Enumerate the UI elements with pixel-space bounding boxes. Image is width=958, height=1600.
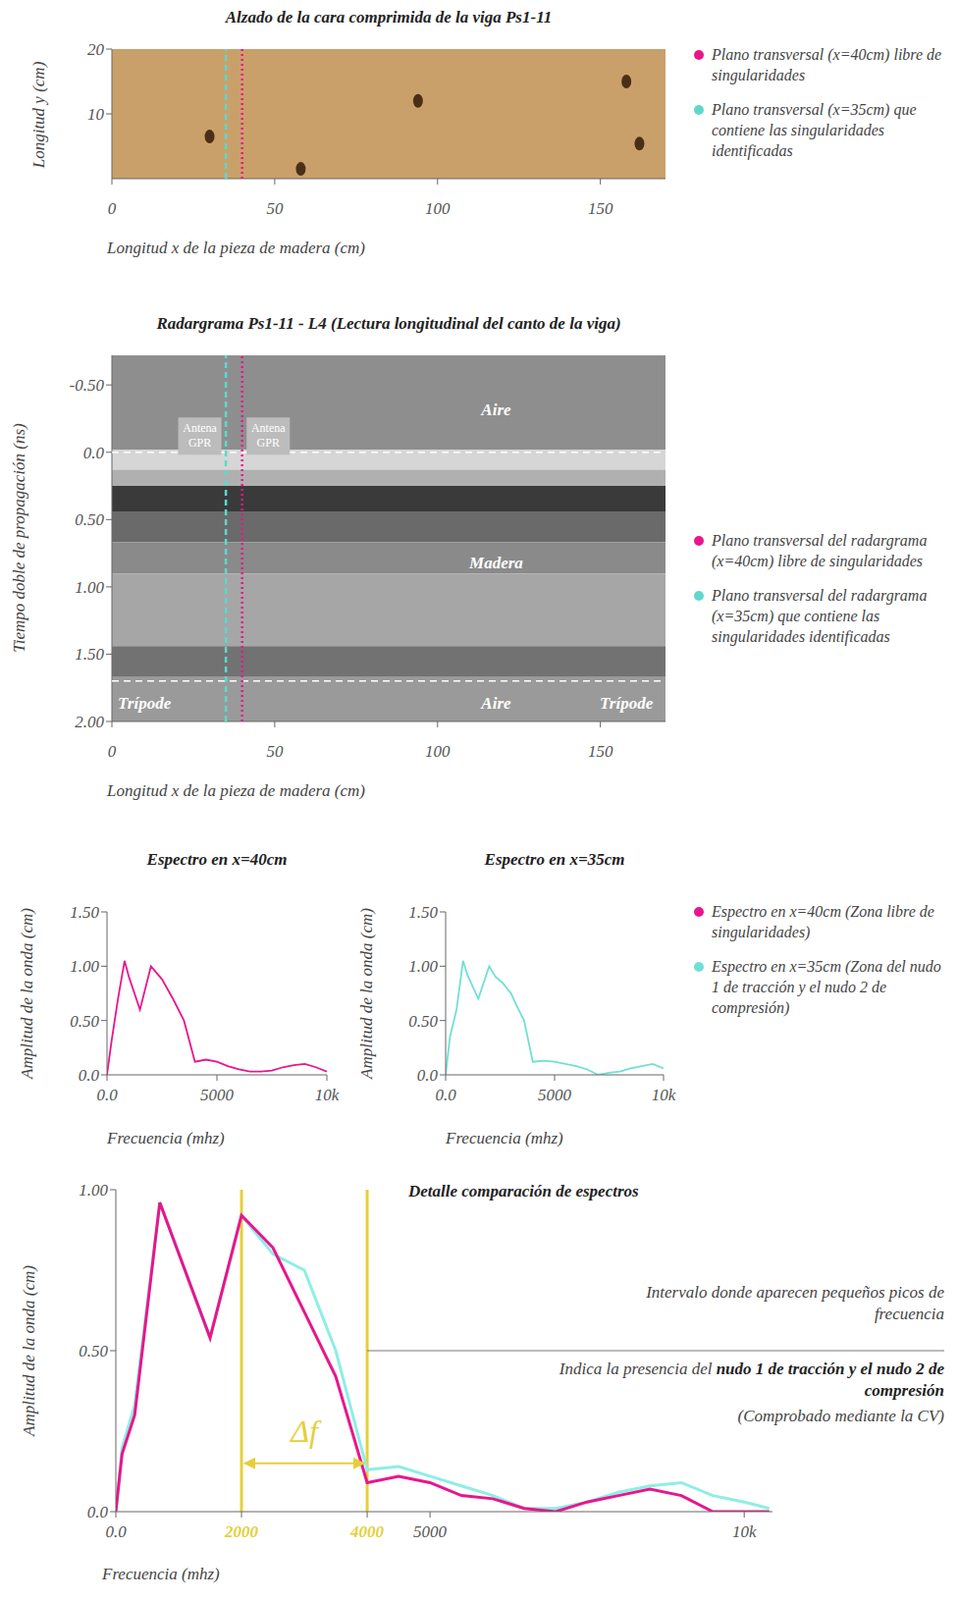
- svg-text:0.0: 0.0: [87, 1502, 109, 1522]
- svg-text:1.00: 1.00: [408, 957, 438, 976]
- svg-text:0.50: 0.50: [74, 510, 105, 530]
- html-text:Longitud x de la pieza de made: Longitud x de la pieza de madera (cm): [106, 238, 366, 258]
- html-text:Frecuencia (mhz): Frecuencia (mhz): [102, 1564, 220, 1584]
- svg-text:Δf: Δf: [288, 1413, 322, 1449]
- svg-text:50: 50: [266, 742, 284, 761]
- svg-text:0.50: 0.50: [78, 1341, 108, 1361]
- svg-text:20: 20: [87, 40, 106, 59]
- html-text:Indica la presencia del nudo 1: Indica la presencia del nudo 1 de tracci…: [559, 1359, 945, 1400]
- svg-text:1.50: 1.50: [69, 903, 100, 922]
- svg-text:5000: 5000: [200, 1085, 235, 1105]
- svg-text:Antena: Antena: [182, 421, 217, 435]
- svg-text:0.0: 0.0: [83, 443, 106, 463]
- html-text:Espectro en x=40cm: Espectro en x=40cm: [146, 850, 288, 869]
- html-text:Amplitud de la onda (cm): Amplitud de la onda (cm): [357, 908, 376, 1079]
- svg-text:10k: 10k: [651, 1085, 677, 1105]
- html-text:Plano transversal del radargra: Plano transversal del radargrama (x=35cm…: [711, 586, 927, 645]
- svg-text:GPR: GPR: [257, 435, 280, 450]
- svg-text:0.50: 0.50: [69, 1011, 100, 1031]
- svg-text:Trípode: Trípode: [117, 693, 172, 713]
- svg-text:0.0: 0.0: [96, 1085, 118, 1105]
- svg-text:0.0: 0.0: [434, 1085, 457, 1105]
- html-text:Espectro en x=35cm: Espectro en x=35cm: [484, 850, 625, 869]
- html-text:Detalle comparación de espectr: Detalle comparación de espectros: [408, 1181, 639, 1201]
- svg-text:Aire: Aire: [479, 693, 512, 713]
- svg-text:Aire: Aire: [479, 400, 512, 420]
- html-text:Amplitud de la onda (cm): Amplitud de la onda (cm): [17, 908, 37, 1079]
- html-text:Plano transversal del radargra: Plano transversal del radargrama (x=40cm…: [711, 532, 927, 570]
- svg-text:-0.50: -0.50: [69, 375, 106, 395]
- html-text:Espectro en x=35cm (Zona del n: Espectro en x=35cm (Zona del nudo 1 de t…: [711, 958, 942, 1016]
- svg-text:0: 0: [107, 742, 117, 761]
- svg-text:Trípode: Trípode: [599, 693, 654, 713]
- html-text:Plano transversal (x=35cm) que: Plano transversal (x=35cm) que contiene …: [711, 101, 917, 160]
- svg-text:0: 0: [107, 199, 117, 218]
- html-text:Radargrama Ps1-11 - L4 (Lectur: Radargrama Ps1-11 - L4 (Lectura longitud…: [156, 314, 621, 333]
- svg-text:GPR: GPR: [188, 435, 212, 450]
- svg-text:100: 100: [425, 742, 451, 761]
- svg-text:0.0: 0.0: [105, 1522, 127, 1542]
- svg-text:100: 100: [425, 199, 451, 218]
- svg-text:1.00: 1.00: [69, 957, 100, 976]
- svg-text:Madera: Madera: [468, 553, 524, 573]
- svg-text:1.00: 1.00: [78, 1180, 108, 1200]
- svg-text:2000: 2000: [223, 1522, 259, 1542]
- svg-text:50: 50: [266, 199, 284, 218]
- svg-text:Antena: Antena: [251, 421, 286, 435]
- svg-text:10k: 10k: [732, 1522, 757, 1542]
- svg-text:0.0: 0.0: [78, 1065, 101, 1085]
- html-text:Tiempo doble de propagación (n: Tiempo doble de propagación (ns): [9, 423, 29, 653]
- svg-text:4000: 4000: [349, 1522, 385, 1542]
- html-text:Longitud x de la pieza de made: Longitud x de la pieza de madera (cm): [106, 781, 366, 800]
- html-text:Alzado de la cara comprimida d: Alzado de la cara comprimida de la viga …: [225, 7, 552, 27]
- svg-text:0.50: 0.50: [408, 1011, 438, 1031]
- html-text:Intervalo donde aparecen peque: Intervalo donde aparecen pequeños picos …: [645, 1282, 945, 1324]
- svg-text:5000: 5000: [537, 1085, 573, 1105]
- svg-text:10: 10: [87, 105, 106, 124]
- svg-text:150: 150: [587, 742, 614, 761]
- svg-text:0.0: 0.0: [417, 1065, 439, 1085]
- svg-text:1.50: 1.50: [74, 644, 105, 664]
- svg-text:10k: 10k: [315, 1085, 340, 1105]
- svg-text:2.00: 2.00: [74, 712, 105, 732]
- html-text:(Comprobado mediante la CV): (Comprobado mediante la CV): [737, 1406, 945, 1426]
- html-text:Longitud y (cm): Longitud y (cm): [29, 61, 49, 169]
- html-text:Frecuencia (mhz): Frecuencia (mhz): [106, 1128, 225, 1148]
- svg-text:5000: 5000: [413, 1522, 448, 1542]
- html-text:Espectro en x=40cm (Zona libre: Espectro en x=40cm (Zona libre de singul…: [711, 903, 935, 941]
- html-text:Plano transversal (x=40cm) lib: Plano transversal (x=40cm) libre de sing…: [711, 46, 942, 84]
- svg-text:150: 150: [587, 199, 614, 218]
- html-text:Amplitud de la onda (cm): Amplitud de la onda (cm): [19, 1265, 39, 1436]
- svg-text:1.50: 1.50: [408, 903, 438, 922]
- svg-text:1.00: 1.00: [74, 578, 105, 597]
- html-text:Frecuencia (mhz): Frecuencia (mhz): [445, 1128, 564, 1148]
